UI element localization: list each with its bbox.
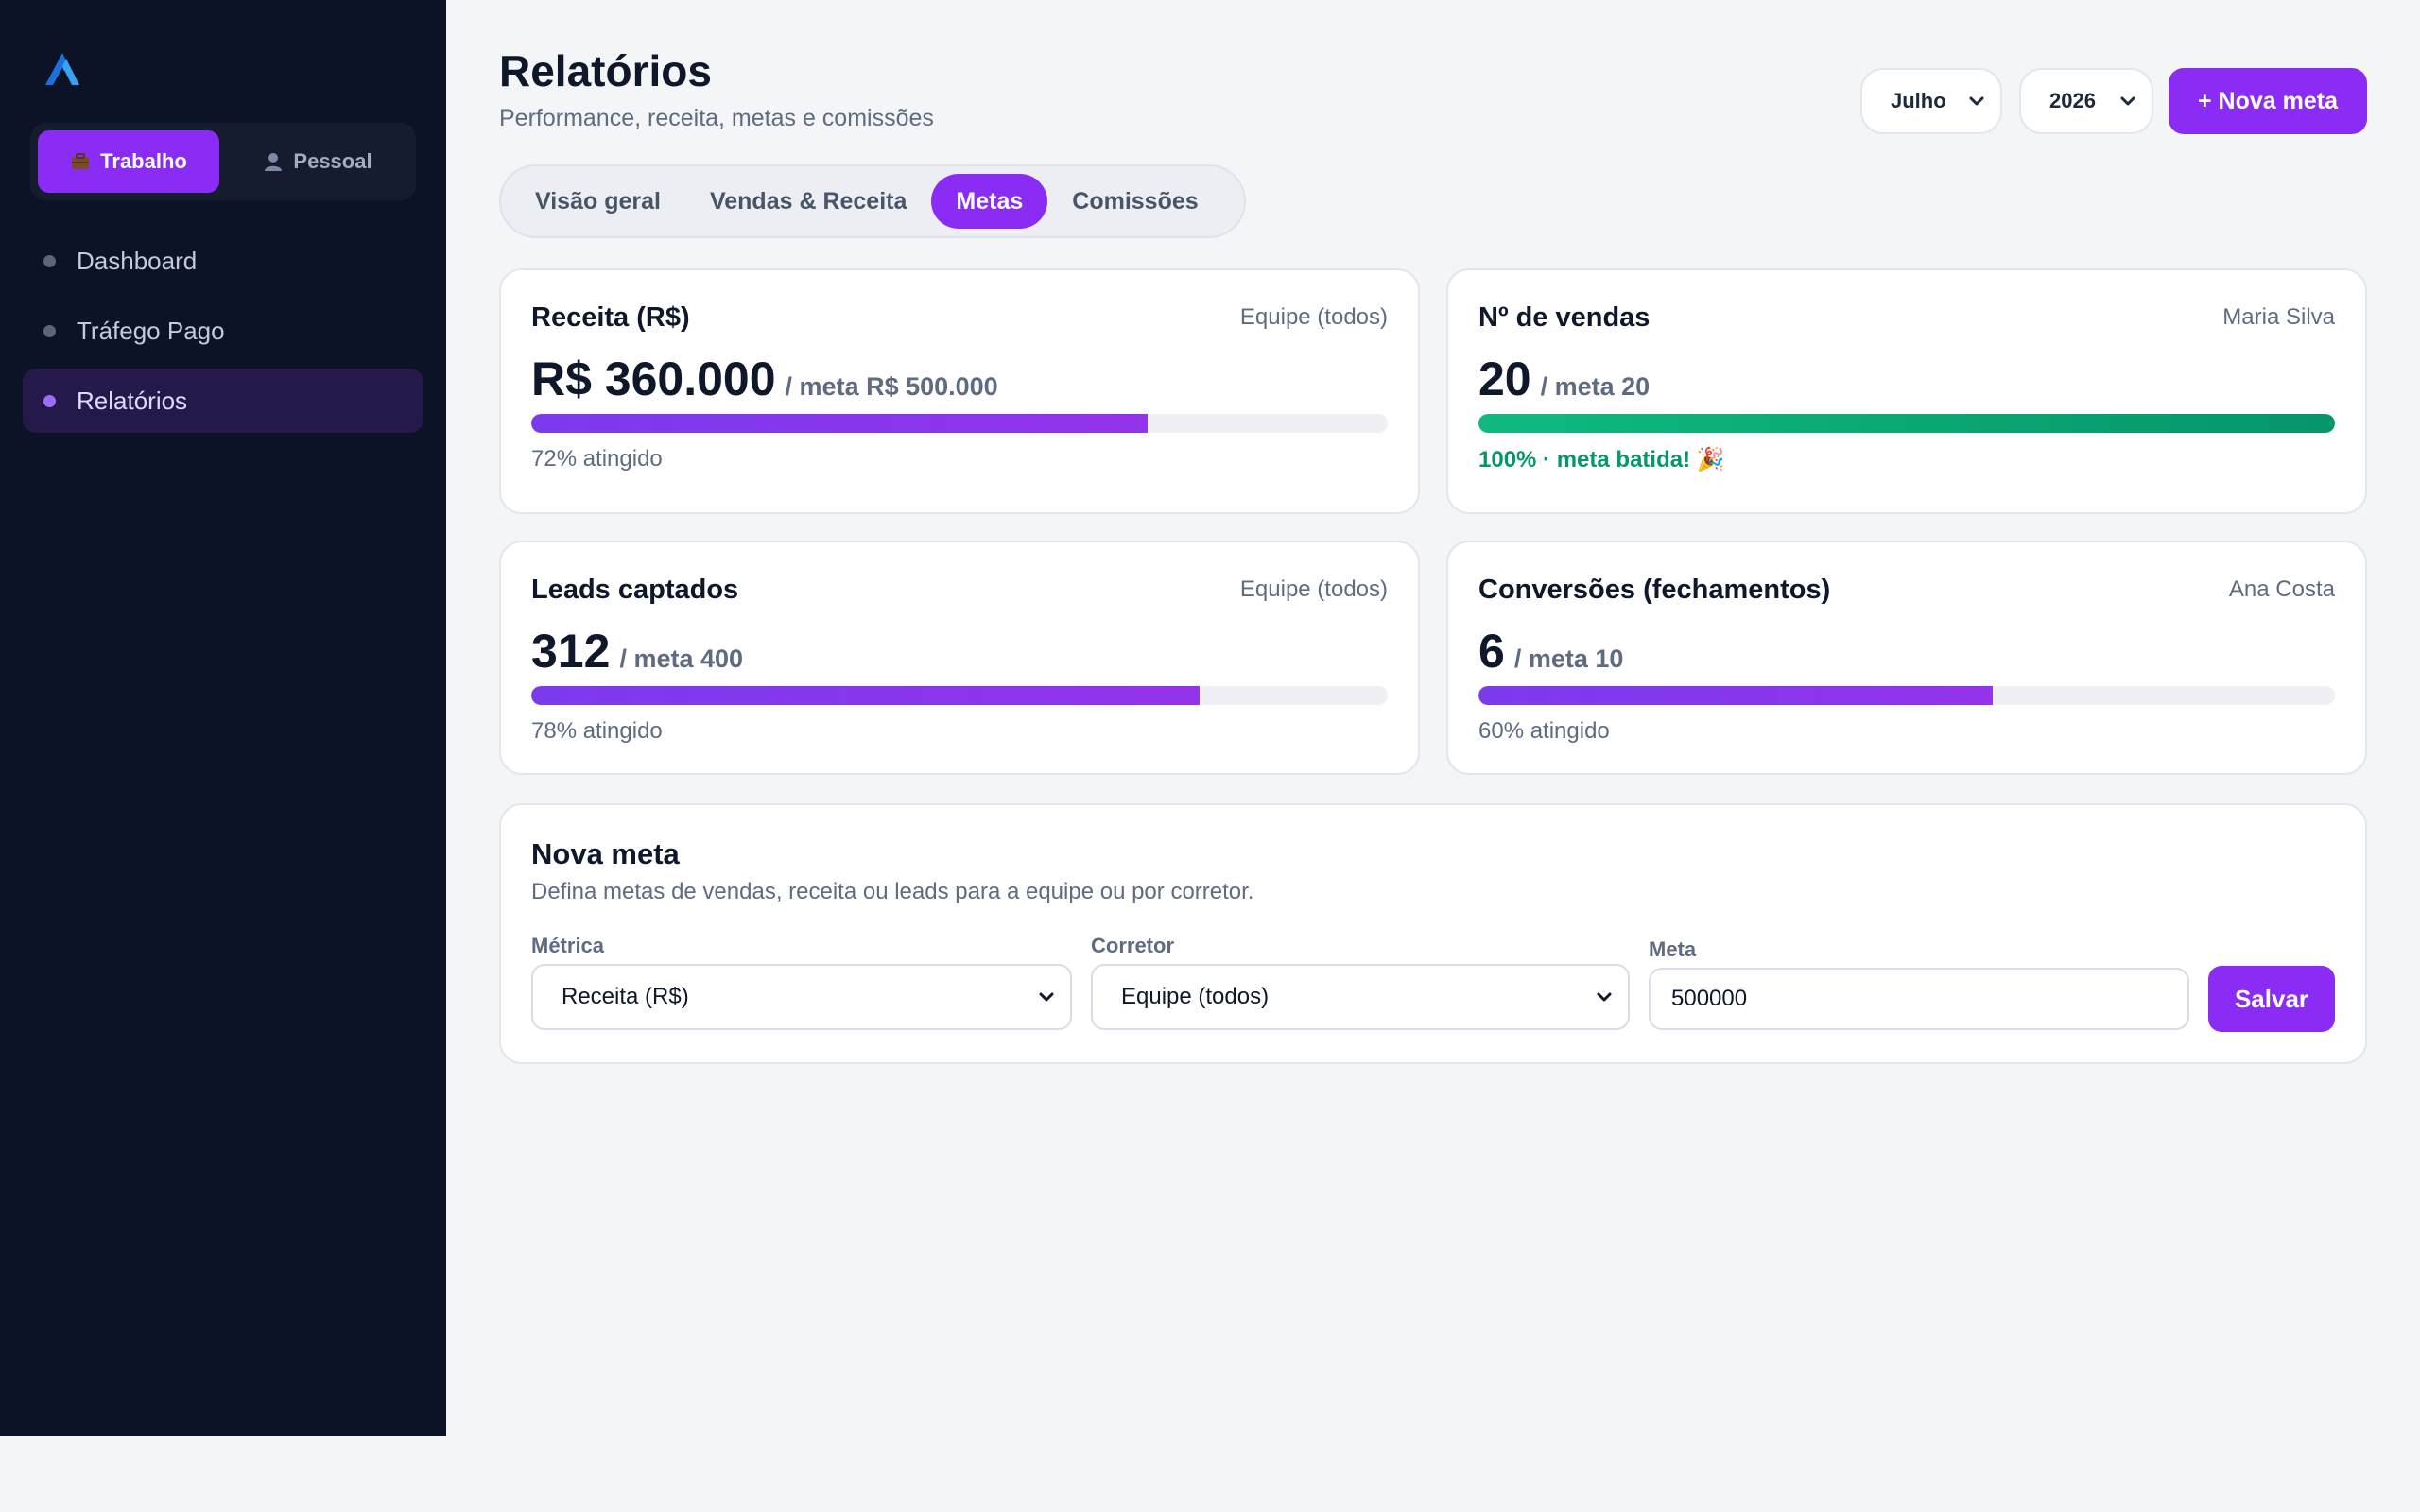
progress-fill — [1478, 414, 2335, 433]
goal-title: Conversões (fechamentos) — [1478, 575, 1831, 605]
context-work-button[interactable]: Trabalho — [38, 130, 219, 193]
goal-owner: Equipe (todos) — [1239, 304, 1388, 330]
goal-value-row: 6 / meta 10 — [1478, 624, 1623, 679]
context-switch: Trabalho Pessoal — [30, 123, 416, 200]
goal-current-value: 20 — [1478, 352, 1531, 405]
page-subtitle: Performance, receita, metas e comissões — [499, 105, 934, 131]
new-goal-form: Nova meta Defina metas de vendas, receit… — [499, 803, 2367, 1064]
goal-value-row: 20 / meta 20 — [1478, 352, 1650, 406]
bullet-icon — [43, 254, 56, 267]
goal-owner: Equipe (todos) — [1239, 576, 1388, 602]
progress-bar — [1478, 414, 2335, 433]
sidebar-item-label: Tráfego Pago — [77, 316, 225, 345]
context-personal-label: Pessoal — [293, 149, 372, 173]
goal-value-input-text: 500000 — [1671, 986, 1748, 1011]
sidebar-item-trafego-pago[interactable]: Tráfego Pago — [23, 299, 424, 363]
goal-current-value: 312 — [531, 625, 611, 678]
progress-bar — [531, 686, 1388, 705]
goal-current-value: R$ 360.000 — [531, 352, 776, 405]
goal-target: / meta 20 — [1540, 372, 1651, 401]
broker-select-value: Equipe (todos) — [1121, 984, 1270, 1009]
sidebar-item-dashboard[interactable]: Dashboard — [23, 229, 424, 293]
progress-fill — [531, 414, 1149, 433]
chevron-down-icon — [1597, 992, 1612, 1002]
goal-card-leads: Leads captados Equipe (todos) 312 / meta… — [499, 541, 1420, 775]
goal-value-row: R$ 360.000 / meta R$ 500.000 — [531, 352, 998, 406]
page-title: Relatórios — [499, 46, 712, 95]
goal-target: / meta 10 — [1513, 644, 1624, 673]
person-icon — [265, 153, 283, 171]
year-select-value: 2026 — [2049, 89, 2096, 112]
sidebar-item-label: Dashboard — [77, 246, 198, 275]
briefcase-icon — [72, 153, 90, 169]
goal-owner: Ana Costa — [2228, 576, 2335, 602]
goal-status: 78% atingido — [531, 718, 663, 744]
broker-label: Corretor — [1091, 934, 1175, 957]
goal-card-conversoes: Conversões (fechamentos) Ana Costa 6 / m… — [1446, 541, 2367, 775]
progress-fill — [531, 686, 1200, 705]
goal-value-label: Meta — [1649, 937, 1697, 961]
goal-target: / meta 400 — [619, 644, 744, 673]
goal-status: 100% · meta batida! 🎉 — [1478, 447, 1725, 472]
context-work-label: Trabalho — [100, 149, 187, 173]
tab-vendas-receita[interactable]: Vendas & Receita — [709, 187, 908, 215]
tab-visao-geral[interactable]: Visão geral — [535, 187, 661, 215]
metric-select-value: Receita (R$) — [562, 984, 689, 1009]
report-tabs: Visão geral Vendas & Receita Metas Comis… — [499, 164, 1246, 238]
logo-mark-icon[interactable] — [43, 47, 81, 87]
chevron-down-icon — [2120, 96, 2135, 106]
progress-bar — [531, 414, 1388, 433]
month-select[interactable]: Julho — [1860, 68, 2002, 134]
bullet-icon — [43, 324, 56, 337]
goal-title: Nº de vendas — [1478, 302, 1651, 333]
goal-title: Receita (R$) — [531, 302, 690, 333]
tab-metas[interactable]: Metas — [931, 174, 1048, 229]
goal-owner: Maria Silva — [2222, 304, 2335, 330]
sidebar-item-relatorios[interactable]: Relatórios — [23, 369, 424, 433]
form-title: Nova meta — [531, 837, 680, 870]
save-button[interactable]: Salvar — [2208, 966, 2335, 1032]
goal-current-value: 6 — [1478, 625, 1505, 678]
goal-title: Leads captados — [531, 575, 739, 605]
bullet-icon — [43, 394, 56, 407]
chevron-down-icon — [1039, 992, 1054, 1002]
broker-select[interactable]: Equipe (todos) — [1091, 964, 1630, 1030]
metric-select[interactable]: Receita (R$) — [531, 964, 1072, 1030]
goal-status: 72% atingido — [531, 446, 663, 472]
year-select[interactable]: 2026 — [2019, 68, 2153, 134]
goal-status: 60% atingido — [1478, 718, 1610, 744]
tab-comissoes[interactable]: Comissões — [1072, 187, 1199, 215]
context-personal-button[interactable]: Pessoal — [227, 130, 408, 193]
metric-label: Métrica — [531, 934, 605, 957]
goal-card-receita: Receita (R$) Equipe (todos) R$ 360.000 /… — [499, 268, 1420, 514]
sidebar-item-label: Relatórios — [77, 386, 188, 415]
chevron-down-icon — [1969, 96, 1984, 106]
progress-bar — [1478, 686, 2335, 705]
goal-target: / meta R$ 500.000 — [785, 372, 998, 401]
progress-fill — [1478, 686, 1993, 705]
sidebar: Trabalho Pessoal Dashboard Tráfego Pago … — [0, 0, 446, 1436]
month-select-value: Julho — [1891, 89, 1946, 112]
new-goal-button[interactable]: + Nova meta — [2169, 68, 2367, 134]
goal-value-input[interactable]: 500000 — [1649, 968, 2189, 1030]
goal-card-vendas: Nº de vendas Maria Silva 20 / meta 20 10… — [1446, 268, 2367, 514]
sidebar-nav: Dashboard Tráfego Pago Relatórios — [23, 229, 424, 438]
form-description: Defina metas de vendas, receita ou leads… — [531, 879, 1254, 904]
goal-value-row: 312 / meta 400 — [531, 624, 743, 679]
